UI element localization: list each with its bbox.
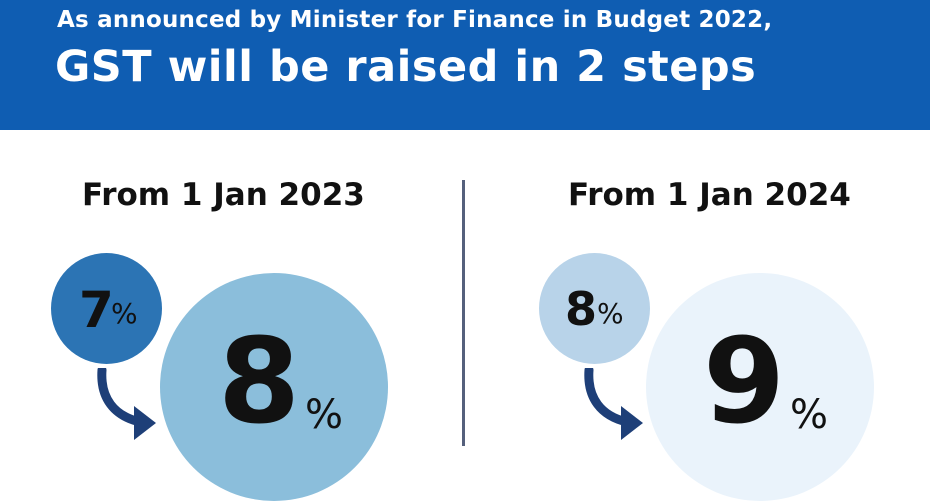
header-banner: As announced by Minister for Finance in …	[0, 0, 930, 130]
step1-title: From 1 Jan 2023	[82, 177, 365, 213]
step2-arrow-icon	[584, 368, 643, 440]
step1-to-value: 8	[218, 312, 301, 450]
panel-divider	[462, 180, 465, 446]
step2-from-percent: %	[597, 297, 624, 330]
step2-title: From 1 Jan 2024	[568, 177, 851, 213]
step1-from-value: 7	[79, 281, 114, 339]
step1-to-percent: %	[305, 392, 344, 438]
step2-to-value: 9	[703, 312, 786, 450]
step1-from-percent: %	[111, 297, 138, 330]
step2-from-circle	[539, 253, 650, 364]
step2-from-value: 8	[565, 282, 598, 336]
step1-from-circle	[51, 253, 162, 364]
step1-arrow-icon	[97, 368, 156, 440]
header-title: GST will be raised in 2 steps	[55, 42, 757, 92]
header-subtitle: As announced by Minister for Finance in …	[57, 7, 773, 33]
step2-to-percent: %	[790, 392, 829, 438]
